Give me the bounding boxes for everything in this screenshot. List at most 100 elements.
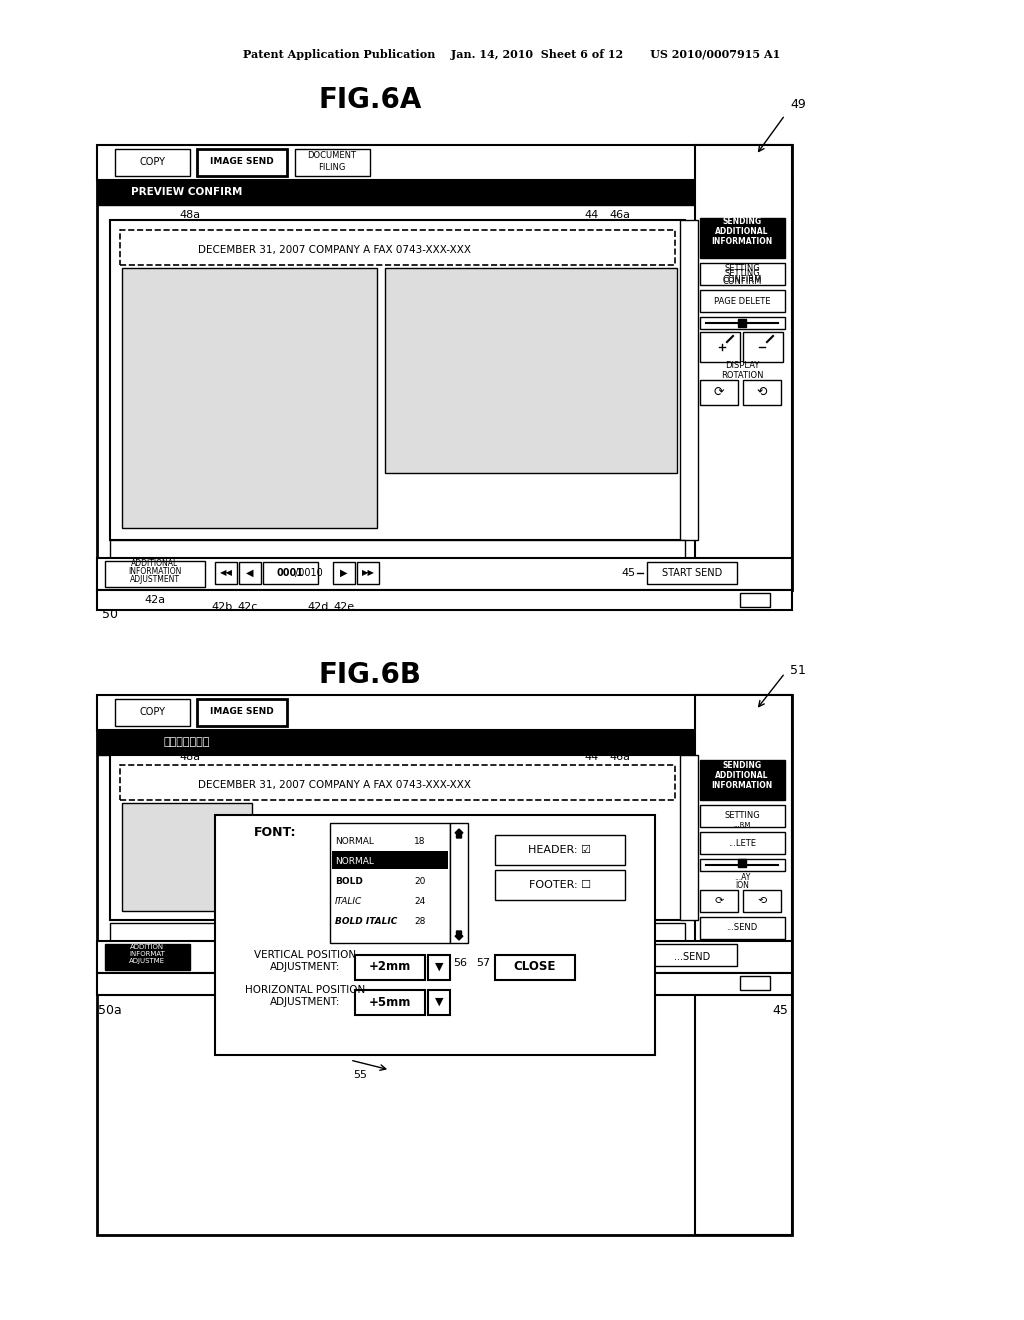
Bar bbox=[289, 411, 293, 414]
Bar bbox=[523, 368, 525, 370]
Bar bbox=[230, 825, 231, 826]
Bar bbox=[165, 292, 169, 296]
Bar bbox=[225, 396, 228, 399]
Bar bbox=[244, 874, 246, 875]
Bar bbox=[663, 413, 666, 416]
Bar bbox=[700, 917, 785, 939]
Bar bbox=[153, 387, 157, 391]
Bar bbox=[493, 455, 495, 457]
FancyArrow shape bbox=[115, 928, 125, 936]
Bar bbox=[300, 440, 303, 444]
Bar bbox=[152, 308, 155, 310]
Bar bbox=[122, 385, 124, 388]
Bar bbox=[443, 356, 445, 358]
Bar bbox=[264, 492, 265, 494]
Bar bbox=[174, 525, 177, 528]
Bar bbox=[374, 352, 378, 356]
Bar bbox=[148, 474, 151, 477]
Bar bbox=[234, 500, 237, 503]
Bar bbox=[549, 315, 551, 318]
Bar bbox=[97, 941, 792, 973]
Bar bbox=[334, 319, 337, 323]
Bar bbox=[607, 271, 608, 272]
Text: COPY: COPY bbox=[139, 157, 165, 168]
Bar bbox=[531, 421, 534, 424]
Bar bbox=[229, 807, 231, 809]
Bar bbox=[433, 343, 435, 346]
Bar bbox=[234, 517, 238, 521]
Bar bbox=[591, 399, 593, 401]
Bar bbox=[175, 458, 178, 462]
Bar bbox=[220, 846, 221, 847]
Bar bbox=[674, 312, 677, 315]
Bar bbox=[156, 330, 159, 333]
Bar bbox=[598, 411, 599, 412]
Bar bbox=[650, 366, 652, 367]
Bar bbox=[548, 436, 550, 437]
Bar bbox=[548, 350, 551, 352]
Text: VERTICAL POSITION: VERTICAL POSITION bbox=[254, 950, 356, 960]
Bar bbox=[150, 364, 154, 367]
Bar bbox=[169, 843, 171, 846]
Bar bbox=[168, 385, 171, 388]
Bar bbox=[458, 433, 461, 436]
Bar bbox=[616, 424, 617, 426]
Text: PREVIEW CONFIRM: PREVIEW CONFIRM bbox=[131, 187, 243, 197]
Bar bbox=[534, 294, 536, 297]
Bar bbox=[215, 814, 655, 1055]
Bar bbox=[431, 434, 432, 436]
Bar bbox=[421, 408, 424, 411]
Bar bbox=[236, 444, 238, 445]
Bar bbox=[207, 330, 211, 334]
Text: IMAGE SEND: IMAGE SEND bbox=[210, 708, 273, 717]
Bar bbox=[272, 329, 274, 331]
Bar bbox=[396, 407, 398, 408]
Bar bbox=[248, 861, 250, 862]
Text: Patent Application Publication    Jan. 14, 2010  Sheet 6 of 12       US 2010/000: Patent Application Publication Jan. 14, … bbox=[244, 49, 780, 61]
Bar bbox=[217, 359, 219, 360]
Bar bbox=[539, 301, 542, 304]
Bar bbox=[611, 454, 613, 457]
Bar bbox=[236, 869, 239, 870]
Bar bbox=[110, 220, 685, 540]
Bar bbox=[223, 480, 226, 484]
Bar bbox=[525, 337, 526, 339]
Bar bbox=[267, 506, 268, 507]
Bar bbox=[210, 869, 212, 870]
Bar bbox=[618, 294, 620, 297]
Bar bbox=[332, 272, 335, 276]
Bar bbox=[663, 356, 665, 358]
Bar bbox=[124, 393, 127, 396]
Bar bbox=[700, 890, 738, 912]
Bar bbox=[524, 416, 526, 418]
Bar bbox=[649, 449, 651, 451]
Bar bbox=[152, 813, 155, 816]
Bar bbox=[665, 298, 668, 301]
Bar bbox=[667, 407, 670, 409]
Bar bbox=[270, 422, 272, 425]
Bar bbox=[586, 372, 589, 375]
Text: ⟳: ⟳ bbox=[714, 385, 724, 399]
Text: INFORMATION: INFORMATION bbox=[712, 780, 773, 789]
Bar bbox=[531, 461, 532, 463]
Bar bbox=[490, 304, 494, 306]
Bar bbox=[247, 385, 250, 388]
Bar bbox=[155, 319, 158, 322]
Bar bbox=[188, 500, 190, 503]
Bar bbox=[285, 494, 288, 498]
Bar bbox=[358, 375, 359, 376]
Bar bbox=[700, 760, 785, 800]
Bar bbox=[521, 348, 523, 351]
Bar bbox=[147, 825, 150, 828]
Text: DECEMBER 31, 2007 COMPANY A FAX 0743-XXX-XXX: DECEMBER 31, 2007 COMPANY A FAX 0743-XXX… bbox=[199, 780, 471, 789]
Bar bbox=[285, 341, 287, 342]
Bar bbox=[273, 513, 274, 515]
Bar bbox=[671, 358, 674, 360]
Bar bbox=[274, 279, 275, 280]
Bar bbox=[193, 393, 195, 396]
Bar bbox=[339, 508, 343, 512]
Bar bbox=[518, 463, 521, 466]
Bar bbox=[131, 898, 133, 900]
Bar bbox=[151, 480, 153, 482]
Bar bbox=[302, 426, 305, 430]
